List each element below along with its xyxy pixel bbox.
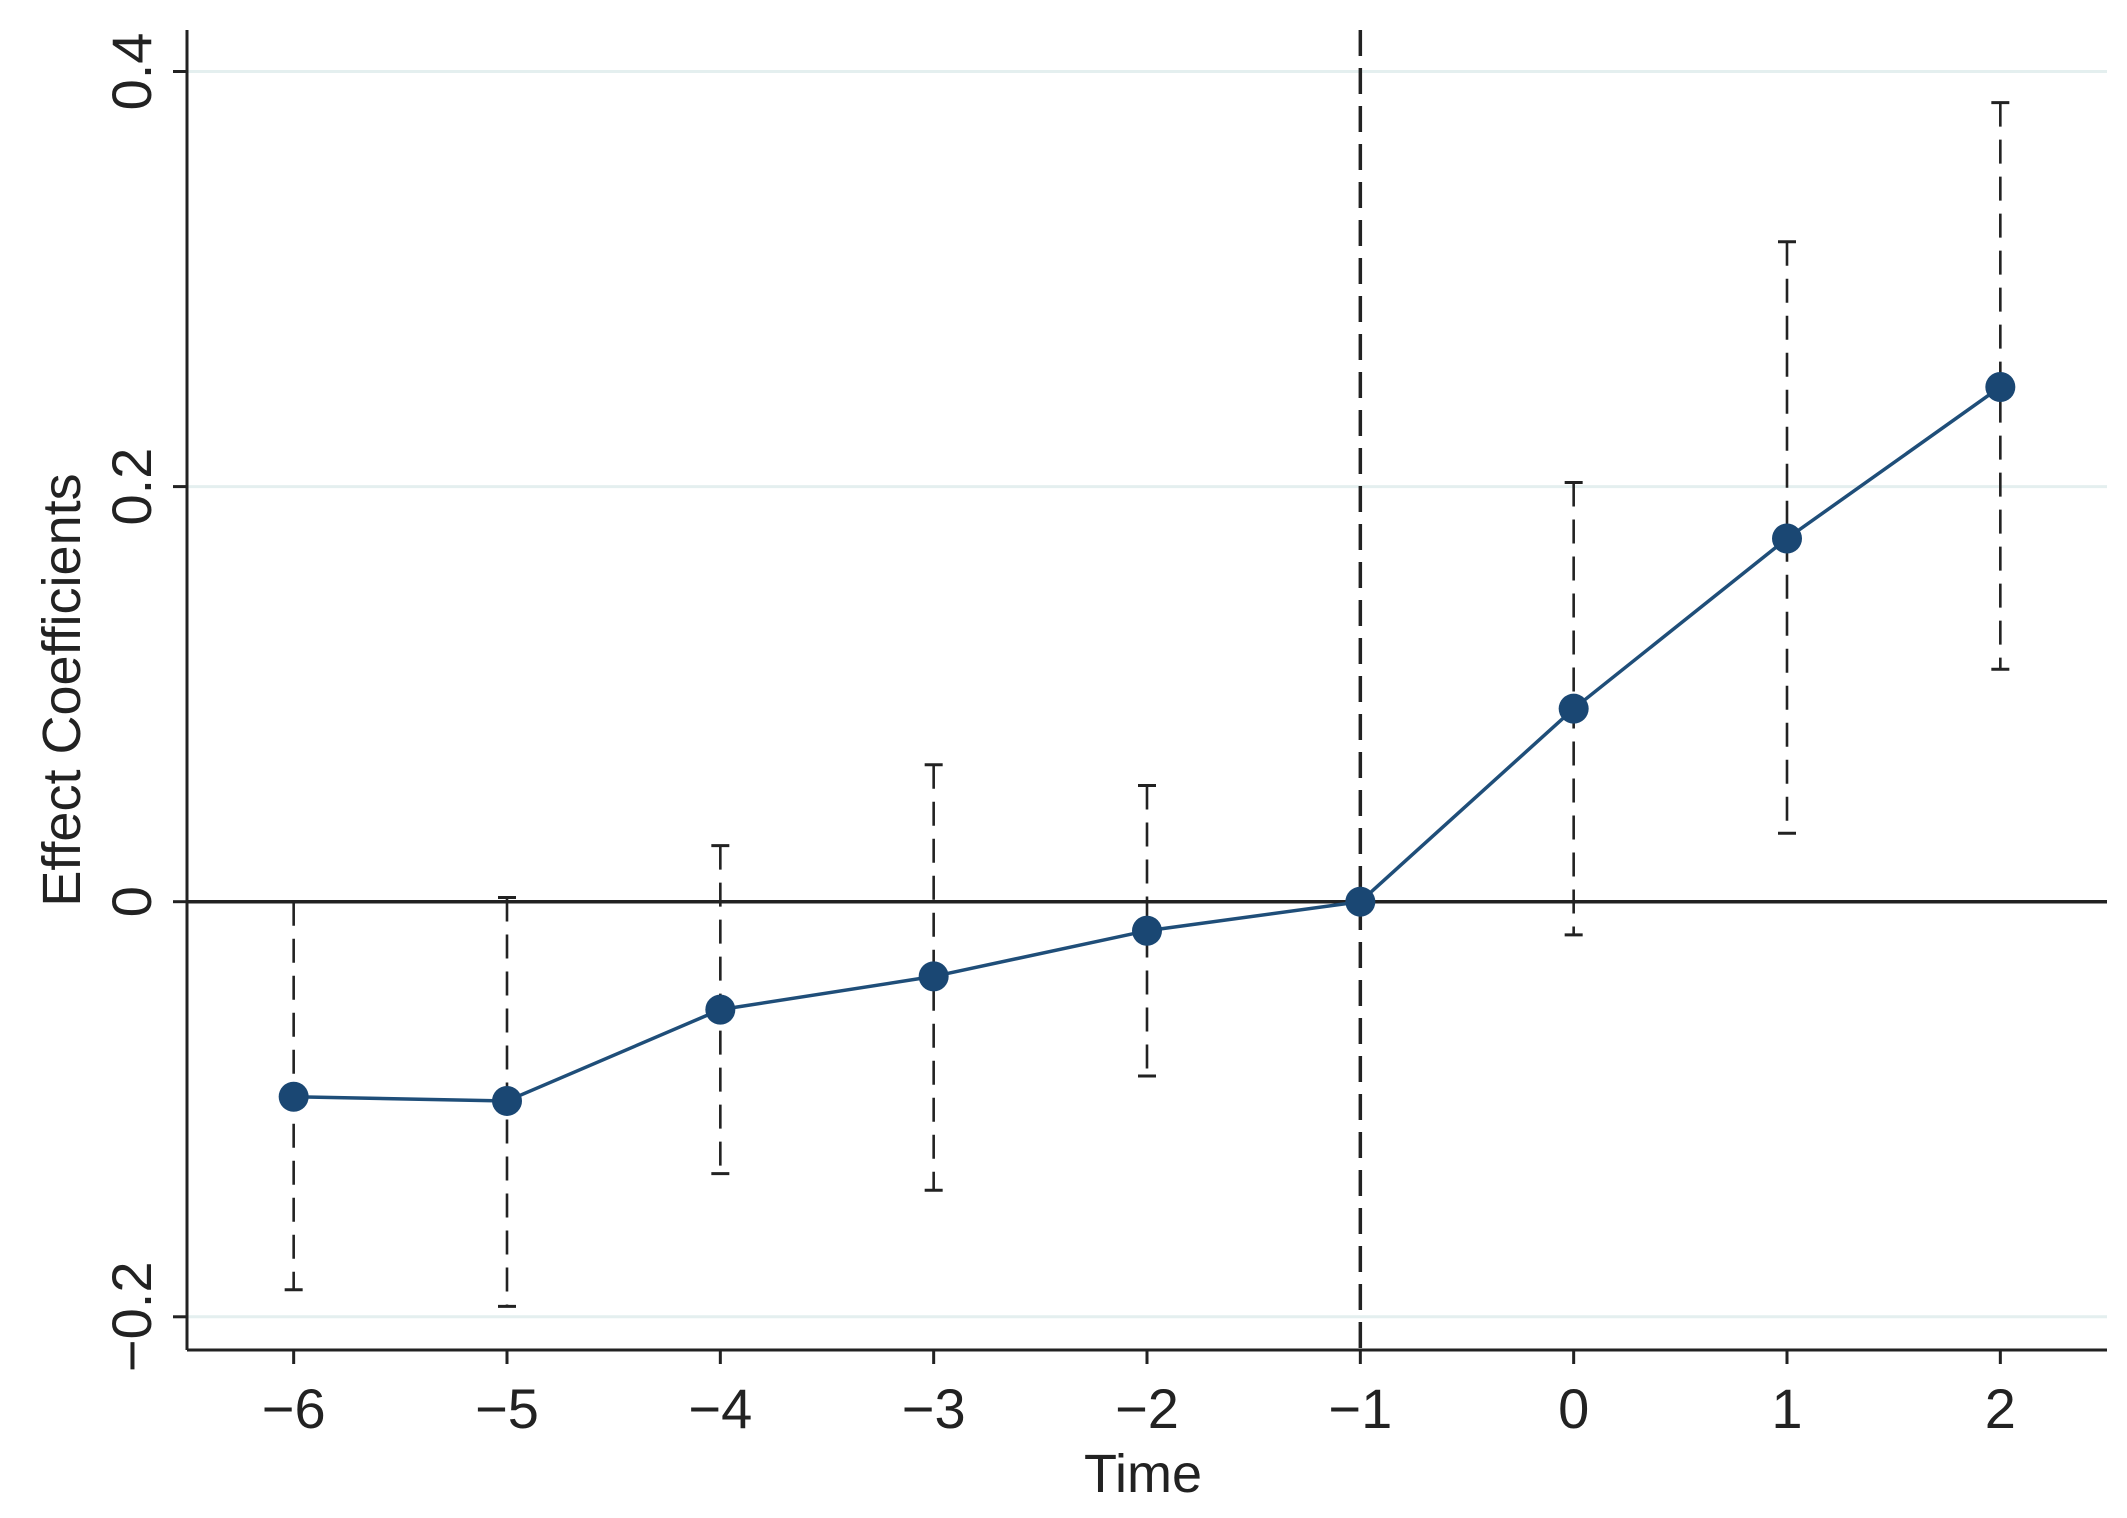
data-point [1772, 523, 1802, 554]
y-tick-label: −0.2 [100, 1262, 163, 1373]
y-tick-label: 0 [100, 886, 163, 917]
data-point [705, 994, 736, 1025]
axes: 0.4 0.2 0 −0.2 −6 −5 −4 −3 −2 −1 0 1 2 [100, 30, 2107, 1440]
series-layer [278, 371, 2016, 1116]
x-tick-label: −4 [688, 1377, 752, 1440]
data-point [1985, 371, 2016, 402]
data-point [1132, 915, 1162, 946]
y-tick-label: 0.4 [100, 33, 163, 111]
data-point [492, 1085, 522, 1116]
x-tick-label: −2 [1115, 1377, 1179, 1440]
x-tick-label: 1 [1771, 1377, 1802, 1440]
x-tick-label: 0 [1558, 1377, 1589, 1440]
x-tick-label: −6 [262, 1377, 326, 1440]
data-point [278, 1081, 309, 1112]
reference-lines [187, 30, 2107, 1350]
x-tick-label: −1 [1328, 1377, 1392, 1440]
data-point [1558, 693, 1589, 724]
x-tick-label: −5 [475, 1377, 539, 1440]
x-tick-label: −3 [902, 1377, 966, 1440]
data-point [1345, 886, 1376, 917]
x-axis-title: Time [1084, 1444, 1202, 1504]
confidence-intervals [284, 101, 2010, 1308]
y-tick-label: 0.2 [100, 448, 163, 526]
y-axis-title: Effect Coefficients [32, 473, 92, 906]
data-point [918, 961, 949, 992]
grid-layer [187, 70, 2107, 1319]
x-tick-label: 2 [1985, 1377, 2016, 1440]
